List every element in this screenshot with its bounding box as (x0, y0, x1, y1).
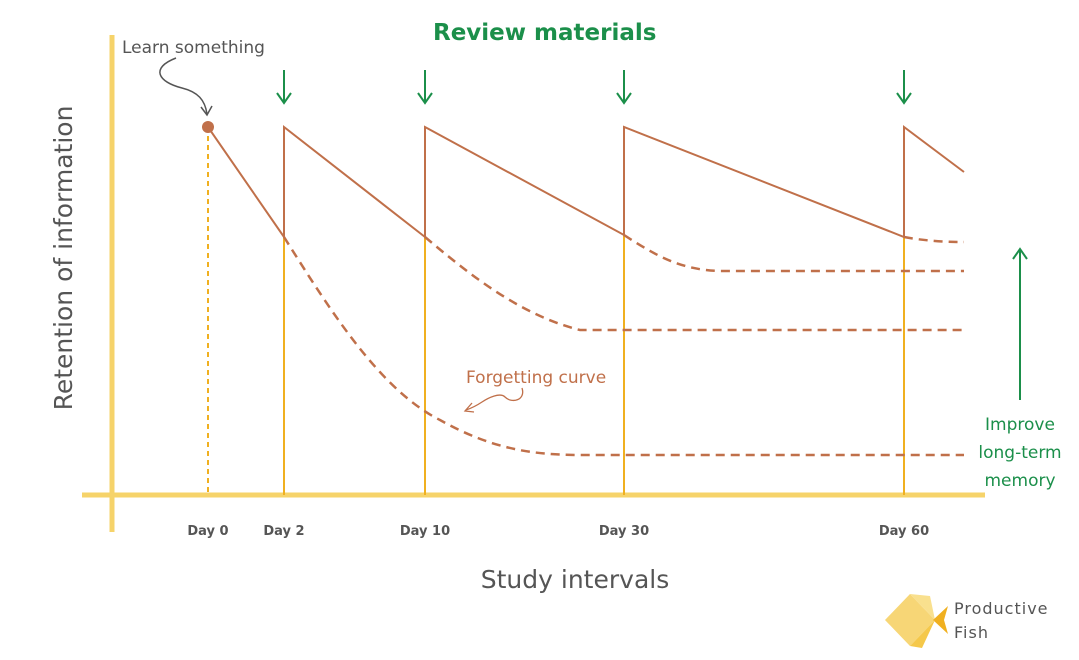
day-label-30: Day 30 (599, 524, 649, 539)
y-axis-label: Retention of information (49, 106, 78, 411)
day-label-10: Day 10 (400, 524, 450, 539)
title: Review materials (433, 20, 656, 46)
improve-note-line3: memory (984, 471, 1055, 491)
brand-line2: Fish (954, 623, 989, 642)
forgetting-squiggle-arrow-icon (465, 387, 524, 411)
forgetting-curve-2 (424, 236, 964, 332)
forgetting-arrowhead-icon (463, 402, 475, 413)
arrow-down-icon (616, 70, 632, 105)
day-label-60: Day 60 (879, 524, 929, 539)
brand-line1: Productive (954, 599, 1049, 618)
arrow-down-icon (417, 70, 433, 105)
arrow-up-icon (1012, 247, 1028, 400)
x-axis-label: Study intervals (481, 565, 669, 594)
fish-logo-icon (885, 594, 948, 648)
arrow-down-icon (276, 70, 292, 105)
retention-curve (207, 124, 965, 241)
arrow-down-icon (896, 70, 912, 105)
day-label-0: Day 0 (187, 524, 228, 539)
learn-arrowhead-icon (200, 105, 213, 117)
learn-curved-arrow-icon (159, 57, 208, 115)
forgetting-curve-1 (282, 236, 964, 457)
forgetting-curve-4 (903, 235, 965, 244)
day-label-2: Day 2 (263, 524, 304, 539)
forgetting-note: Forgetting curve (466, 368, 606, 388)
improve-note-line1: Improve (985, 415, 1055, 435)
forgetting-curve-3 (623, 233, 964, 273)
improve-note-line2: long-term (978, 443, 1061, 463)
learn-note: Learn something (122, 38, 265, 58)
